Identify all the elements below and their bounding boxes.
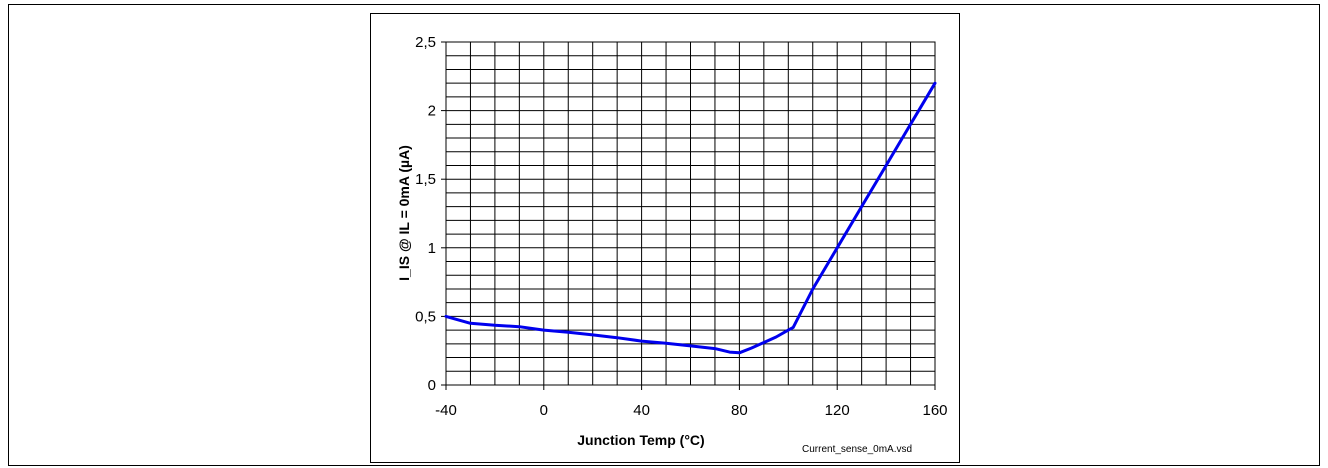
x-tick-label: 40	[633, 402, 650, 419]
x-axis-title: Junction Temp (°C)	[577, 432, 704, 448]
x-tick-label: 80	[731, 402, 748, 419]
x-tick-label: 120	[825, 402, 850, 419]
x-tick-label: 160	[922, 402, 947, 419]
x-tick-label: -40	[435, 402, 457, 419]
tick-labels: 0 0,5 1 1,5 2 2,5 -40 0 40 80 120 160	[415, 34, 947, 419]
y-tick-label: 0	[428, 377, 436, 394]
filename-annotation: Current_sense_0mA.vsd	[802, 444, 912, 455]
y-tick-label: 2	[428, 103, 436, 120]
y-tick-label: 1,5	[415, 171, 436, 188]
y-axis-title: I_IS @ IL = 0mA (µA)	[396, 145, 412, 281]
x-tick-label: 0	[540, 402, 548, 419]
y-tick-label: 1	[428, 240, 436, 257]
grid	[446, 42, 935, 385]
y-tick-label: 2,5	[415, 34, 436, 51]
y-tick-label: 0,5	[415, 308, 436, 325]
plot-area	[445, 41, 936, 386]
series-line	[444, 81, 937, 355]
chart-frame	[370, 13, 960, 463]
series-group	[444, 81, 937, 355]
figure-frame	[8, 4, 1320, 466]
